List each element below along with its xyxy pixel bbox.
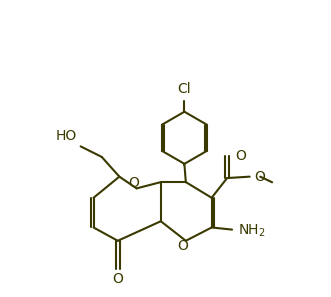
Text: O: O [177,239,188,253]
Text: O: O [112,272,123,286]
Text: O: O [128,176,139,190]
Text: Cl: Cl [178,82,191,96]
Text: NH$_2$: NH$_2$ [238,223,265,239]
Text: HO: HO [56,129,77,143]
Text: O: O [236,148,247,162]
Text: O: O [255,170,265,184]
